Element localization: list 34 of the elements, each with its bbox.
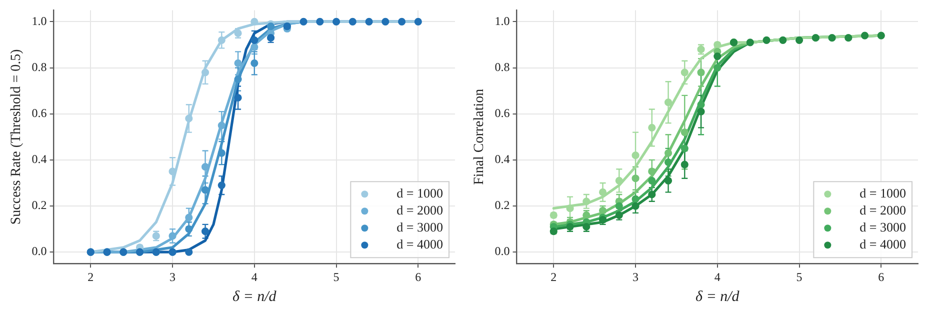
x-axis-title: δ = n/d — [696, 288, 740, 305]
y-tick-label: 0.4 — [494, 152, 510, 166]
y-tick-label: 0.0 — [494, 244, 510, 258]
x-tick-label: 5 — [333, 270, 340, 284]
y-tick-label: 0.2 — [32, 198, 47, 212]
x-tick-label: 3 — [170, 270, 176, 284]
legend-label: d = 2000 — [860, 202, 906, 218]
y-tick-label: 1.0 — [494, 14, 510, 28]
y-tick-label: 0.2 — [494, 198, 510, 212]
x-tick-label: 2 — [88, 270, 94, 284]
y-tick-label: 0.8 — [494, 60, 510, 74]
legend-label: d = 3000 — [860, 220, 906, 235]
y-tick-label: 0.6 — [494, 106, 510, 120]
y-axis-title: Final Correlation — [472, 88, 488, 185]
legend-label: d = 4000 — [860, 236, 906, 252]
legend-label: d = 4000 — [396, 236, 443, 252]
x-tick-label: 4 — [251, 270, 258, 284]
legend-label: d = 2000 — [396, 202, 443, 218]
x-axis-title: δ = n/d — [232, 288, 277, 305]
y-axis-title: Success Rate (Threshold = 0.5) — [9, 48, 24, 225]
y-tick-label: 1.0 — [32, 14, 47, 28]
legend-label: d = 1000 — [396, 186, 443, 201]
x-tick-label: 6 — [415, 270, 422, 284]
y-tick-label: 0.0 — [32, 244, 47, 258]
x-tick-label: 5 — [796, 270, 802, 284]
legend-label: d = 3000 — [396, 220, 443, 235]
y-tick-label: 0.8 — [32, 60, 47, 74]
x-tick-label: 2 — [550, 270, 557, 284]
legend-label: d = 1000 — [860, 186, 906, 201]
x-tick-label: 6 — [878, 270, 884, 284]
x-tick-label: 3 — [632, 270, 639, 284]
y-tick-label: 0.4 — [32, 152, 47, 166]
y-tick-label: 0.6 — [32, 106, 47, 120]
x-tick-label: 4 — [714, 270, 720, 284]
